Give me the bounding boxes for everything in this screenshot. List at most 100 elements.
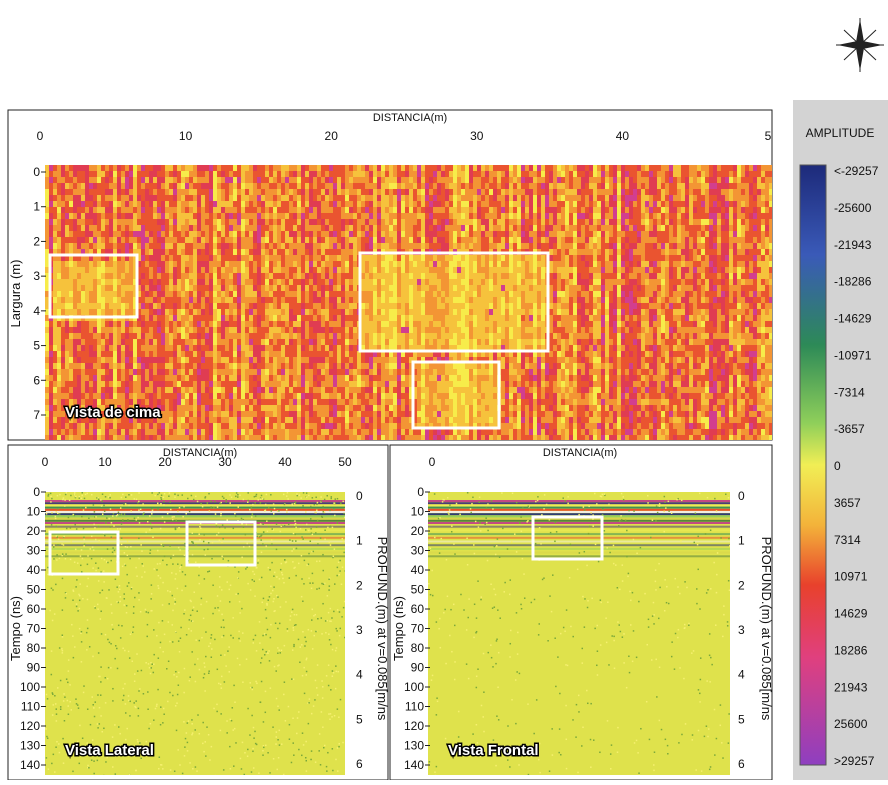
- heatmap-cell: [177, 327, 181, 333]
- heatmap-cell: [405, 309, 409, 315]
- heatmap-cell: [317, 189, 321, 195]
- heatmap-cell: [233, 171, 237, 177]
- heatmap-cell: [473, 381, 477, 387]
- heatmap-cell: [469, 201, 473, 207]
- heatmap-cell: [69, 189, 73, 195]
- heatmap-cell: [361, 423, 365, 429]
- heatmap-cell: [145, 237, 149, 243]
- heatmap-cell: [209, 183, 213, 189]
- heatmap-cell: [129, 291, 133, 297]
- heatmap-cell: [53, 405, 57, 411]
- heatmap-cell: [341, 207, 345, 213]
- heatmap-cell: [137, 195, 141, 201]
- heatmap-cell: [245, 183, 249, 189]
- heatmap-cell: [385, 321, 389, 327]
- heatmap-cell: [81, 369, 85, 375]
- heatmap-cell: [393, 369, 397, 375]
- heatmap-cell: [453, 417, 457, 423]
- heatmap-cell: [181, 327, 185, 333]
- heatmap-cell: [145, 261, 149, 267]
- heatmap-cell: [381, 213, 385, 219]
- heatmap-cell: [401, 399, 405, 405]
- heatmap-cell: [89, 219, 93, 225]
- heatmap-cell: [297, 363, 301, 369]
- heatmap-cell: [85, 327, 89, 333]
- heatmap-cell: [89, 291, 93, 297]
- heatmap-cell: [185, 213, 189, 219]
- heatmap-cell: [53, 387, 57, 393]
- heatmap-cell: [349, 165, 353, 171]
- heatmap-cell: [337, 279, 341, 285]
- heatmap-cell: [137, 351, 141, 357]
- heatmap-cell: [85, 243, 89, 249]
- heatmap-cell: [297, 429, 301, 435]
- heatmap-cell: [317, 387, 321, 393]
- heatmap-cell: [109, 171, 113, 177]
- heatmap-cell: [233, 189, 237, 195]
- heatmap-cell: [189, 309, 193, 315]
- heatmap-cell: [353, 243, 357, 249]
- heatmap-cell: [69, 309, 73, 315]
- heatmap-cell: [57, 351, 61, 357]
- heatmap-cell: [285, 411, 289, 417]
- heatmap-cell: [209, 171, 213, 177]
- heatmap-cell: [281, 387, 285, 393]
- heatmap-cell: [85, 357, 89, 363]
- heatmap-cell: [117, 201, 121, 207]
- heatmap-cell: [241, 309, 245, 315]
- heatmap-cell: [121, 177, 125, 183]
- heatmap-cell: [293, 249, 297, 255]
- heatmap-cell: [241, 351, 245, 357]
- heatmap-cell: [257, 291, 261, 297]
- heatmap-cell: [297, 423, 301, 429]
- heatmap-cell: [345, 387, 349, 393]
- heatmap-cell: [477, 183, 481, 189]
- heatmap-cell: [249, 201, 253, 207]
- heatmap-cell: [237, 201, 241, 207]
- heatmap-cell: [329, 177, 333, 183]
- heatmap-cell: [457, 327, 461, 333]
- heatmap-cell: [189, 417, 193, 423]
- heatmap-cell: [281, 363, 285, 369]
- heatmap-cell: [309, 261, 313, 267]
- heatmap-cell: [221, 189, 225, 195]
- heatmap-cell: [117, 195, 121, 201]
- heatmap-cell: [149, 237, 153, 243]
- heatmap-cell: [97, 423, 101, 429]
- heatmap-cell: [329, 165, 333, 171]
- heatmap-cell: [409, 327, 413, 333]
- heatmap-cell: [253, 393, 257, 399]
- heatmap-cell: [429, 171, 433, 177]
- heatmap-cell: [469, 429, 473, 435]
- heatmap-cell: [45, 309, 49, 315]
- heatmap-cell: [237, 297, 241, 303]
- heatmap-cell: [413, 261, 417, 267]
- heatmap-cell: [197, 327, 201, 333]
- heatmap-cell: [417, 387, 421, 393]
- heatmap-cell: [97, 309, 101, 315]
- heatmap-cell: [77, 195, 81, 201]
- heatmap-cell: [273, 405, 277, 411]
- heatmap-cell: [153, 345, 157, 351]
- heatmap-cell: [457, 291, 461, 297]
- heatmap-cell: [129, 345, 133, 351]
- heatmap-cell: [221, 201, 225, 207]
- heatmap-cell: [109, 267, 113, 273]
- heatmap-cell: [257, 375, 261, 381]
- heatmap-cell: [301, 165, 305, 171]
- heatmap-cell: [225, 183, 229, 189]
- heatmap-cell: [337, 339, 341, 345]
- heatmap-cell: [365, 405, 369, 411]
- heatmap-cell: [409, 315, 413, 321]
- heatmap-cell: [213, 219, 217, 225]
- heatmap-cell: [353, 327, 357, 333]
- heatmap-cell: [93, 183, 97, 189]
- heatmap-cell: [177, 411, 181, 417]
- heatmap-cell: [357, 423, 361, 429]
- heatmap-cell: [229, 195, 233, 201]
- heatmap-cell: [149, 177, 153, 183]
- heatmap-cell: [313, 351, 317, 357]
- heatmap-cell: [173, 333, 177, 339]
- heatmap-cell: [237, 387, 241, 393]
- heatmap-cell: [421, 189, 425, 195]
